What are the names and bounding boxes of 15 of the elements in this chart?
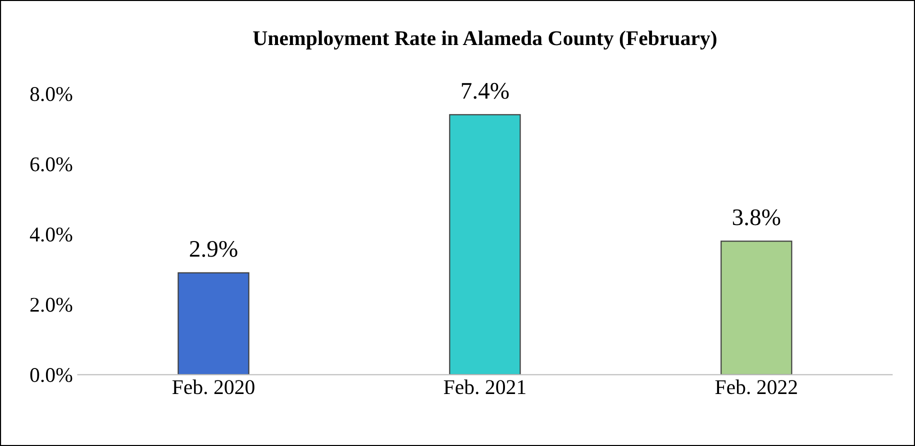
data-label: 7.4% <box>462 82 509 99</box>
x-tick-label: Feb. 2022 <box>715 380 797 394</box>
bar <box>449 114 521 375</box>
x-tick-label: Feb. 2020 <box>172 380 254 394</box>
chart-title: Unemployment Rate in Alameda County (February) <box>253 30 716 50</box>
y-tick-label: 0.0% <box>30 368 72 382</box>
bar <box>720 240 792 375</box>
x-tick-label: Feb. 2021 <box>444 380 526 394</box>
bar <box>178 272 250 375</box>
data-label: 2.9% <box>190 240 238 257</box>
y-tick-label: 8.0% <box>30 87 72 102</box>
y-tick-label: 2.0% <box>30 298 72 312</box>
y-tick-label: 6.0% <box>30 157 72 172</box>
data-label: 3.8% <box>732 209 780 226</box>
y-tick-label: 4.0% <box>30 228 72 242</box>
